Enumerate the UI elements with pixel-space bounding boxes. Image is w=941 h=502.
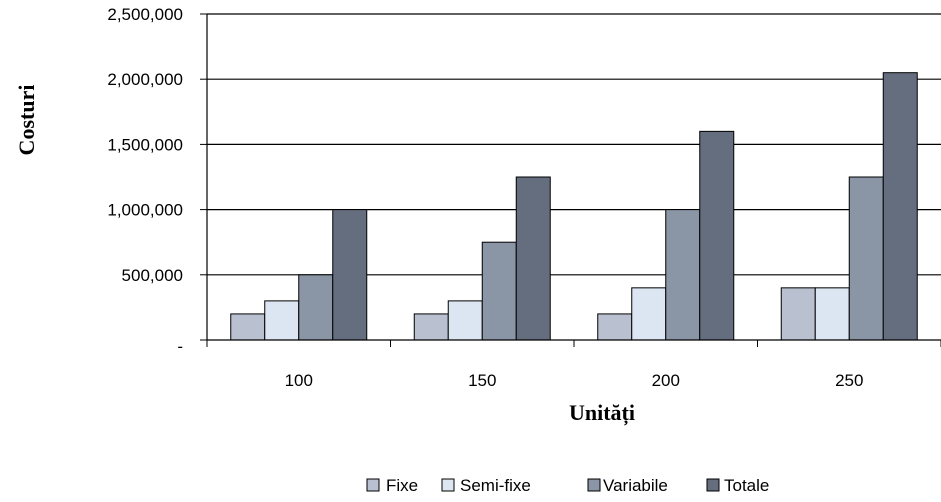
bar — [631, 287, 667, 341]
legend-label: Semi-fixe — [460, 476, 531, 495]
y-tick-label: 2,500,000 — [107, 5, 183, 24]
bar — [848, 176, 884, 341]
bar — [665, 209, 701, 341]
legend-swatch — [706, 478, 720, 492]
x-axis: 100 150 200 250 — [206, 339, 941, 390]
bars — [230, 72, 918, 341]
bar — [264, 300, 300, 341]
x-tick-label: 200 — [652, 371, 680, 390]
y-tick-label: 500,000 — [122, 266, 183, 285]
legend-swatch — [366, 478, 380, 492]
y-tick-label: - — [177, 337, 183, 356]
bar — [298, 274, 334, 341]
y-tick-label: 2,000,000 — [107, 70, 183, 89]
legend-swatch — [587, 478, 601, 492]
legend-swatch — [441, 478, 455, 492]
legend-label: Totale — [724, 476, 769, 495]
legend-label: Fixe — [386, 476, 418, 495]
x-tick-label: 150 — [468, 371, 496, 390]
bar — [699, 130, 735, 341]
y-axis-title: Costuri — [14, 85, 39, 156]
legend-label: Variabile — [603, 476, 668, 495]
bar — [814, 287, 850, 341]
legend: Fixe Semi-fixe Variabile Totale — [366, 476, 769, 495]
x-axis-title: Unități — [569, 400, 635, 426]
bar — [230, 313, 266, 341]
gridlines — [207, 13, 941, 276]
bar — [481, 241, 517, 341]
x-tick-label: 250 — [835, 371, 863, 390]
x-tick-label: 100 — [285, 371, 313, 390]
y-tick-label: 1,500,000 — [107, 135, 183, 154]
bar — [332, 209, 368, 341]
bar — [780, 287, 816, 341]
bar — [447, 300, 483, 341]
y-axis: - 500,000 1,000,000 1,500,000 2,000,000 2,500… — [107, 5, 208, 356]
bar — [515, 176, 551, 341]
bar — [413, 313, 449, 341]
bar — [882, 72, 918, 341]
bar — [597, 313, 633, 341]
y-tick-label: 1,000,000 — [107, 201, 183, 220]
